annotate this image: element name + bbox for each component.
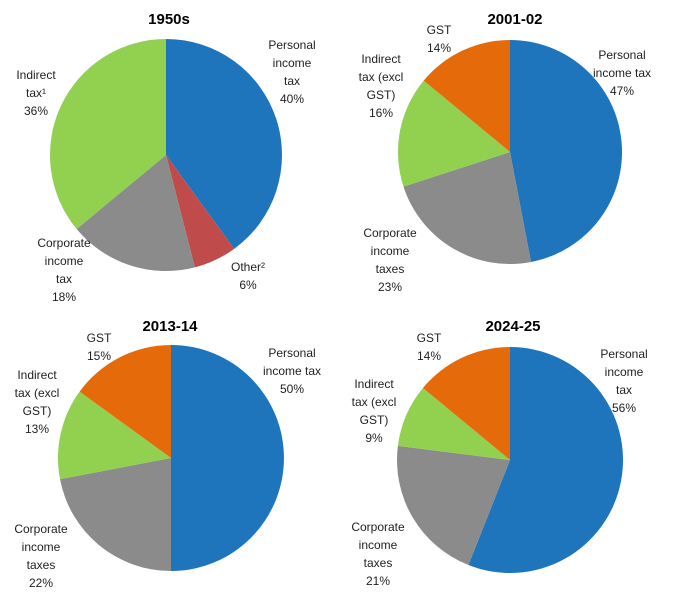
slice-label-line: Corporate (351, 520, 405, 534)
pie-slice-corporate-income-tax (76, 155, 195, 272)
slice-label-gst: GST 14% (399, 21, 479, 57)
slice-label-line: 18% (51, 290, 77, 304)
slice-label-line: income tax (262, 364, 322, 378)
slice-label-line: 6% (239, 278, 257, 292)
slice-label-line: 22% (28, 576, 54, 590)
slice-label-personal-income-tax: Personal income tax 56% (574, 345, 674, 417)
slice-label-indirect-tax-excl-gst: Indirect tax (excl GST) 16% (336, 50, 426, 122)
slice-label-line: income (370, 244, 410, 258)
slice-label-line: Corporate (37, 236, 91, 250)
slice-label-line: Indirect (17, 368, 57, 382)
slice-label-personal-income-tax: Personal income tax 50% (232, 344, 352, 398)
slice-label-line: Personal (268, 38, 316, 52)
slice-label-line: Indirect (16, 68, 56, 82)
slice-label-line: Other² (230, 260, 265, 274)
pie-slice-other (166, 155, 235, 268)
slice-label-line: GST) (359, 413, 389, 427)
pie-1950s (50, 39, 283, 272)
slice-label-indirect-tax: Indirect tax¹ 36% (0, 66, 86, 120)
slice-label-line: income (44, 254, 84, 268)
slice-label-line: 14% (426, 41, 452, 55)
slice-label-line: income (272, 56, 312, 70)
slice-label-line: Corporate (363, 226, 417, 240)
slice-label-line: 16% (368, 106, 394, 120)
slice-label-corporate-income-taxes: Corporate income taxes 22% (0, 520, 101, 592)
slice-label-line: GST (86, 331, 112, 345)
chart-cell-1950s: 1950s Personal income tax 40% Other² 6% Corpor… (0, 0, 350, 305)
slice-label-line: taxes (363, 556, 393, 570)
slice-label-line: 9% (365, 431, 383, 445)
slice-label-personal-income-tax: Personal income tax 40% (242, 36, 342, 108)
pie-slice-indirect-tax-excl-gst (57, 391, 172, 480)
slice-label-line: GST) (22, 404, 52, 418)
chart-title: 2013-14 (142, 318, 198, 335)
slice-label-corporate-income-taxes: Corporate income taxes 23% (330, 224, 450, 296)
pie-2024-25 (396, 347, 624, 573)
slice-label-line: 13% (24, 422, 50, 436)
slice-label-line: Personal (600, 347, 648, 361)
chart-title: 1950s (148, 11, 190, 28)
slice-label-line: tax (55, 272, 72, 286)
chart-cell-2024-25: 2024-25 Personal income tax 56% Corporate inc… (350, 305, 700, 609)
pie-slice-indirect-tax (50, 39, 167, 229)
slice-label-line: tax (283, 74, 300, 88)
pie-slice-indirect-tax-excl-gst (397, 80, 510, 187)
slice-label-line: taxes (375, 262, 405, 276)
slice-label-line: income (604, 365, 644, 379)
slice-label-line: 40% (279, 92, 305, 106)
pie-slice-personal-income-tax (171, 345, 284, 571)
slice-label-other: Other² 6% (198, 258, 298, 294)
slice-label-corporate-income-taxes: Corporate income taxes 21% (318, 518, 438, 590)
chart-cell-2001-02: 2001-02 Personal income tax 47% Corporate in… (350, 0, 700, 305)
slice-label-line: Indirect (354, 377, 394, 391)
slice-label-gst: GST 14% (389, 329, 469, 365)
slice-label-corporate-income-tax: Corporate income tax 18% (4, 234, 124, 306)
pie-slice-personal-income-tax (166, 39, 283, 249)
pie-slice-corporate-income-taxes (60, 458, 171, 571)
slice-label-personal-income-tax: Personal income tax 47% (562, 46, 682, 100)
pie-slice-personal-income-tax (510, 40, 623, 263)
slice-label-line: 21% (365, 574, 391, 588)
slice-label-line: income tax (592, 66, 652, 80)
slice-label-line: tax (615, 383, 632, 397)
slice-label-line: Indirect (361, 52, 401, 66)
slice-label-line: tax (excl (14, 386, 60, 400)
slice-label-line: tax (excl (358, 70, 404, 84)
slice-label-line: tax (excl (351, 395, 397, 409)
pie-2013-14 (57, 345, 284, 571)
slice-label-line: 47% (609, 84, 635, 98)
slice-label-line: 36% (23, 104, 49, 118)
slice-label-line: income (21, 540, 61, 554)
slice-label-line: GST (416, 331, 442, 345)
slice-label-gst: GST 15% (59, 329, 139, 365)
slice-label-line: tax¹ (25, 86, 46, 100)
slice-label-line: income (358, 538, 398, 552)
chart-title: 2001-02 (487, 11, 543, 28)
slice-label-line: 56% (611, 401, 637, 415)
pie-slice-indirect-tax-excl-gst (397, 387, 510, 460)
slice-label-line: GST) (366, 88, 396, 102)
slice-label-line: 14% (416, 349, 442, 363)
pie-slice-corporate-income-taxes (396, 445, 510, 566)
pie-slice-gst (422, 347, 510, 460)
slice-label-indirect-tax-excl-gst: Indirect tax (excl GST) 13% (0, 366, 82, 438)
chart-title: 2024-25 (485, 318, 541, 335)
pie-slice-gst (423, 40, 510, 152)
slice-label-line: Corporate (14, 522, 68, 536)
chart-cell-2013-14: 2013-14 Personal income tax 50% Corporate in… (0, 305, 350, 609)
slice-label-indirect-tax-excl-gst: Indirect tax (excl GST) 9% (329, 375, 419, 447)
slice-label-line: 50% (279, 382, 305, 396)
slice-label-line: 15% (86, 349, 112, 363)
pie-slice-personal-income-tax (468, 347, 624, 573)
pie-slice-gst (79, 345, 171, 458)
slice-label-line: taxes (26, 558, 56, 572)
slice-label-line: Personal (268, 346, 316, 360)
slice-label-line: Personal (598, 48, 646, 62)
slice-label-line: 23% (377, 280, 403, 294)
pie-slice-corporate-income-taxes (403, 152, 531, 265)
pie-2001-02 (397, 40, 623, 265)
slice-label-line: GST (426, 23, 452, 37)
